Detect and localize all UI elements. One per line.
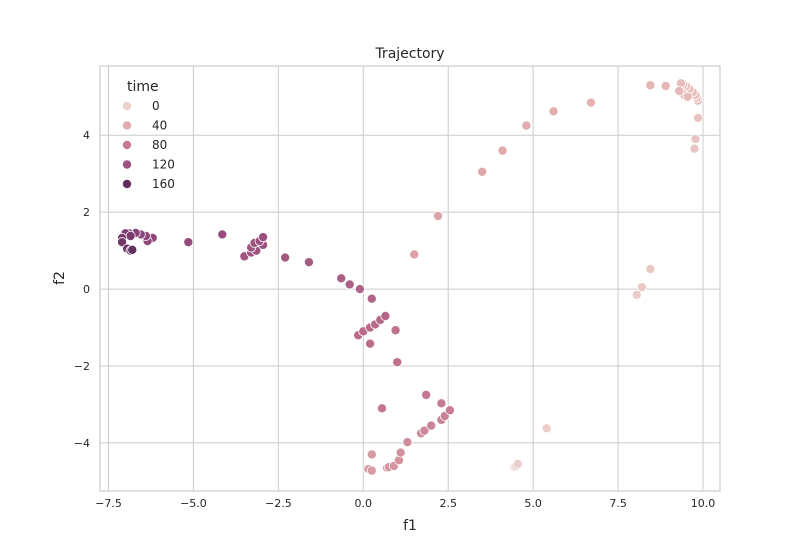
x-tick-label: 10.0 xyxy=(691,497,716,510)
data-point xyxy=(444,405,455,416)
legend-label: 40 xyxy=(152,119,167,133)
data-point xyxy=(366,465,377,476)
data-point xyxy=(436,398,447,409)
x-tick-label: 7.5 xyxy=(609,497,627,510)
data-point xyxy=(354,284,365,295)
x-tick-label: 0.0 xyxy=(355,497,373,510)
data-point xyxy=(366,293,377,304)
data-point xyxy=(258,232,269,243)
data-point xyxy=(117,237,128,248)
data-point xyxy=(303,257,314,268)
x-tick-label: −2.5 xyxy=(265,497,292,510)
data-point xyxy=(636,282,647,293)
y-tick-label: −2 xyxy=(74,360,90,373)
data-point xyxy=(548,106,559,117)
data-point xyxy=(585,97,596,108)
data-point xyxy=(344,279,355,290)
data-point xyxy=(512,459,523,470)
y-tick-label: 0 xyxy=(83,283,90,296)
data-point xyxy=(366,449,377,460)
data-point xyxy=(682,91,693,102)
data-point xyxy=(183,237,194,248)
data-point xyxy=(421,389,432,400)
data-point xyxy=(365,338,376,349)
x-axis-ticks: −7.5 −5.0 −2.5 0.0 2.5 5.0 7.5 10.0 xyxy=(95,497,715,510)
legend-marker xyxy=(122,101,133,112)
data-point xyxy=(280,252,291,263)
data-point xyxy=(645,80,656,91)
data-point xyxy=(392,357,403,368)
data-point xyxy=(409,249,420,260)
legend-marker xyxy=(122,159,133,170)
legend-marker xyxy=(122,139,133,150)
data-point xyxy=(395,447,406,458)
grid xyxy=(100,66,720,491)
data-point xyxy=(419,425,430,436)
data-point xyxy=(127,244,138,255)
x-axis-label: f1 xyxy=(403,518,417,534)
chart-title: Trajectory xyxy=(374,46,444,62)
x-tick-label: −7.5 xyxy=(95,497,122,510)
x-tick-label: −5.0 xyxy=(180,497,207,510)
data-point xyxy=(660,81,671,92)
legend-marker xyxy=(122,178,133,189)
legend: time 0 40 80 120 160 xyxy=(122,79,175,191)
data-point xyxy=(336,273,347,284)
y-tick-label: −4 xyxy=(74,437,90,450)
legend-label: 80 xyxy=(152,138,167,152)
y-axis-ticks: −4 −2 0 2 4 xyxy=(74,129,90,450)
data-point xyxy=(645,264,656,275)
data-point xyxy=(497,145,508,156)
data-point xyxy=(689,143,700,154)
data-point xyxy=(380,310,391,321)
data-point xyxy=(376,403,387,414)
data-point xyxy=(390,325,401,336)
data-points xyxy=(117,78,703,476)
data-point xyxy=(477,166,488,177)
data-point xyxy=(674,86,685,97)
y-axis-label: f2 xyxy=(52,271,68,285)
plot-frame xyxy=(99,65,721,492)
data-point xyxy=(692,112,703,123)
data-point xyxy=(125,230,136,241)
data-point xyxy=(433,210,444,221)
data-point xyxy=(426,420,437,431)
data-point xyxy=(541,423,552,434)
x-tick-label: 5.0 xyxy=(524,497,542,510)
data-point xyxy=(521,120,532,131)
y-tick-label: 4 xyxy=(83,129,90,142)
plot-background xyxy=(100,66,720,491)
data-point xyxy=(217,229,228,240)
y-tick-label: 2 xyxy=(83,206,90,219)
x-tick-label: 2.5 xyxy=(439,497,457,510)
legend-label: 0 xyxy=(152,99,160,113)
data-point xyxy=(631,289,642,300)
legend-title: time xyxy=(127,79,159,95)
legend-label: 120 xyxy=(152,158,175,172)
data-point xyxy=(402,437,413,448)
legend-label: 160 xyxy=(152,177,175,191)
data-point xyxy=(690,134,701,145)
legend-marker xyxy=(122,120,133,131)
